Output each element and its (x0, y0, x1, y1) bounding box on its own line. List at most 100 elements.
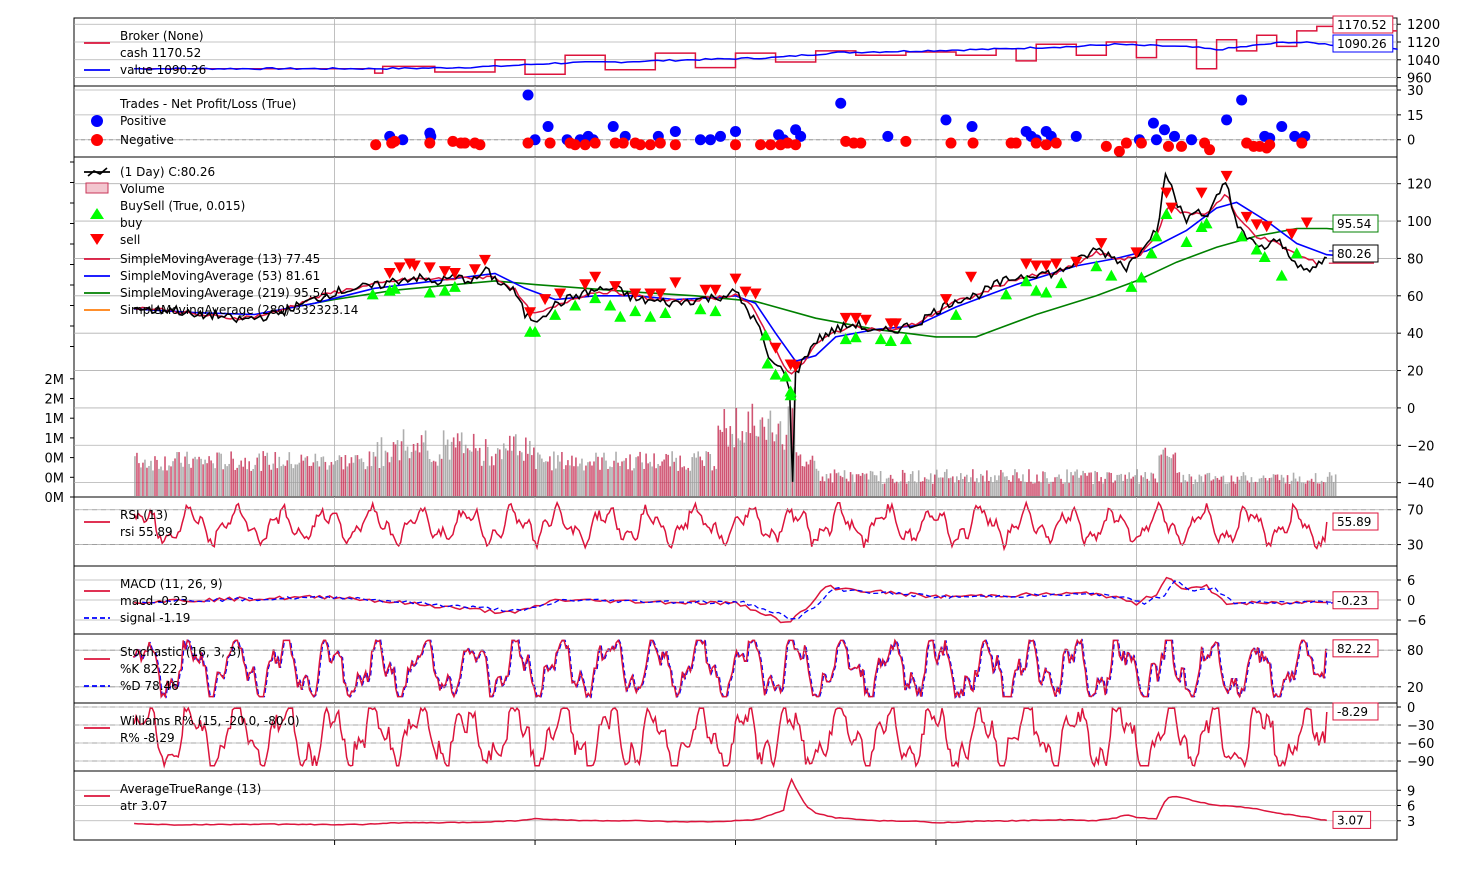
y-tick-label: −20 (1407, 439, 1434, 454)
volume-bar (841, 477, 844, 496)
trade-positive-marker (966, 120, 978, 132)
volume-bar (1004, 476, 1006, 496)
volume-bar (783, 449, 786, 496)
sell-marker (589, 271, 602, 283)
volume-bar (1162, 449, 1165, 496)
legend-label: %K 82.22 (120, 662, 177, 676)
value-badge-box (1332, 810, 1372, 829)
volume-bar (246, 469, 248, 496)
volume-bar (298, 462, 301, 496)
volume-bar (410, 451, 413, 496)
panel-price: −40 −20 0 20 40 60 80 100 120 0M 0M 0M 1M 1M 2M 2M (1 D… (45, 156, 1434, 506)
volume-bar (178, 452, 180, 496)
legend-bar-swatch (85, 182, 109, 194)
volume-bar (1054, 477, 1056, 496)
volume-bar (454, 447, 457, 496)
macd-signal-line (142, 580, 1336, 620)
volume-bar (551, 470, 553, 496)
volume-bar (458, 441, 461, 496)
volume-bar (414, 450, 417, 496)
volume-bar (986, 470, 988, 496)
volume-bar (468, 450, 471, 496)
sell-marker (1260, 221, 1273, 233)
volume-bar (823, 481, 826, 496)
volume-bar (723, 409, 726, 496)
volume-bar (144, 459, 146, 496)
volume-bar (260, 470, 263, 496)
volume-bar (785, 434, 788, 496)
buy-marker (839, 333, 852, 345)
close-price-line (133, 171, 1327, 482)
value-badge: 55.89 (1332, 512, 1379, 531)
volume-bar (933, 474, 936, 496)
sell-marker (849, 312, 862, 324)
volume-bar (446, 439, 449, 496)
volume-bar (968, 482, 970, 496)
volume-bar (643, 468, 645, 496)
legend: (1 Day) C:80.26 Volume BuySell (True, 0.01… (84, 165, 358, 317)
value-badge-label: 82.22 (1337, 642, 1371, 656)
volume-bar (1176, 472, 1179, 496)
panel-macd: −6 0 6 MACD (11, 26, 9) macd -0.23 signal -1.… (73, 565, 1426, 635)
trade-negative-marker (1204, 144, 1216, 156)
volume-bar (990, 476, 992, 496)
volume-bar (1018, 478, 1020, 496)
sell-marker (1020, 258, 1033, 270)
volume-bar (966, 474, 968, 496)
volume-bar (561, 451, 563, 496)
volume-bar (510, 450, 513, 496)
volume-bar (262, 451, 265, 496)
trade-negative-marker (669, 139, 681, 151)
volume-bar (506, 450, 509, 496)
volume-bar (1152, 473, 1155, 496)
volume-bar (761, 417, 764, 496)
volume-bar (1226, 483, 1229, 496)
volume-bar (953, 483, 956, 496)
legend-label: SimpleMovingAverage (280) 332323.14 (120, 303, 358, 317)
trade-positive-marker (1147, 117, 1159, 129)
y-tick-label: 6 (1407, 574, 1415, 589)
volume-bar (322, 456, 325, 496)
volume-bar (474, 448, 477, 496)
volume-bar (1302, 482, 1305, 496)
buy-marker (769, 368, 782, 380)
volume-bar (288, 452, 291, 496)
volume-bar (1044, 472, 1046, 496)
volume-bar (1154, 478, 1157, 496)
value-badge: 82.22 (1332, 639, 1379, 658)
volume-bar (1246, 480, 1249, 496)
volume-bar (663, 459, 665, 496)
volume-bar (537, 452, 539, 496)
sell-marker (789, 361, 802, 373)
volume-bar (486, 446, 489, 496)
volume-bar (204, 459, 206, 496)
volume-bar (863, 474, 866, 496)
buy-marker (1200, 217, 1213, 229)
sell-marker (1070, 256, 1083, 268)
legend: RSI (13) rsi 55.89 (84, 508, 173, 539)
volume-bar (284, 465, 287, 496)
volume-bar (869, 470, 872, 496)
volume-bar (637, 456, 639, 496)
volume-bar (647, 463, 649, 496)
volume-bar (661, 461, 663, 496)
volume-bar (1048, 483, 1050, 496)
volume-bar (1016, 472, 1018, 496)
sell-marker (1300, 217, 1313, 229)
volume-bar (434, 461, 437, 496)
trade-negative-marker (967, 137, 979, 149)
sell-marker (709, 284, 722, 296)
volume-bar (300, 454, 303, 496)
volume-bar (432, 460, 435, 496)
volume-bar (631, 470, 633, 496)
sell-marker (468, 264, 481, 276)
volume-bar (1252, 482, 1255, 496)
trade-negative-marker (389, 135, 401, 147)
buy-marker (1145, 247, 1158, 259)
legend-buy-swatch (90, 208, 104, 219)
sell-marker (965, 271, 978, 283)
volume-bar (226, 466, 228, 496)
volume-bar (1160, 454, 1163, 496)
volume-bar (621, 461, 623, 496)
trade-positive-marker (714, 130, 726, 142)
